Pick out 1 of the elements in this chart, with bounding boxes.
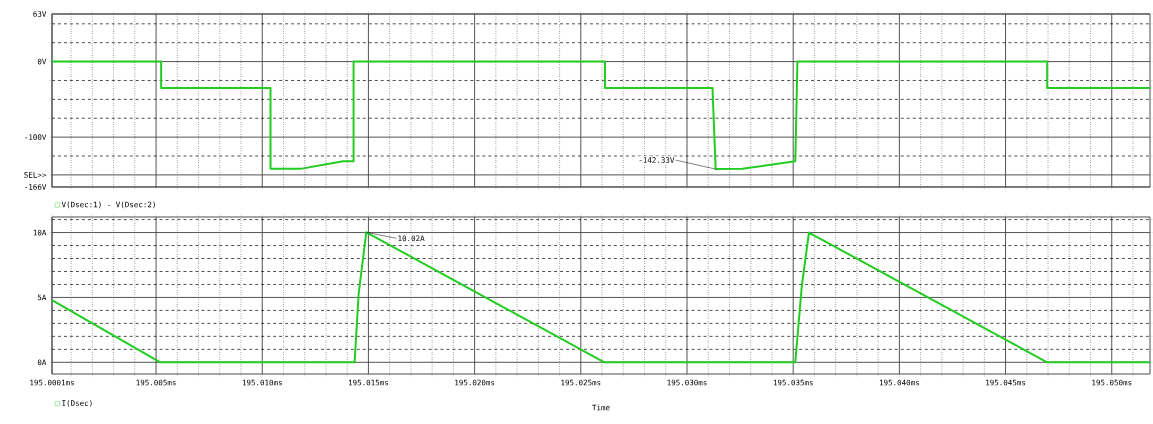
line-series [51, 60, 1151, 171]
